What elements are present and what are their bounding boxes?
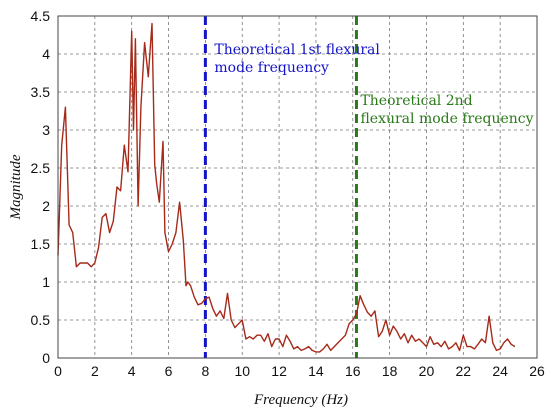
x-tick-label: 18: [382, 363, 398, 379]
x-tick-label: 26: [529, 363, 545, 379]
x-axis-title: Frequency (Hz): [253, 392, 348, 408]
annotation-text-line: Theoretical 2nd: [360, 93, 472, 109]
y-tick-label: 2: [42, 198, 50, 214]
y-tick-label: 1: [42, 274, 50, 290]
x-tick-labels: 0 2 4 6 8 10 12 14 16 18 20 22 24 26: [54, 363, 545, 379]
x-tick-label: 14: [308, 363, 324, 379]
x-tick-label: 2: [91, 363, 99, 379]
plot-frame: [57, 15, 538, 359]
annotation-text-line: Theoretical 1st flexural: [214, 42, 380, 58]
y-tick-label: 0.5: [31, 312, 51, 328]
y-tick-label: 3.5: [31, 84, 51, 100]
annotation-text-line: flexural mode frequency: [360, 111, 533, 127]
y-axis-title: Magnitude: [8, 154, 24, 220]
magnitude-series-line: [57, 22, 516, 353]
y-tick-label: 4: [42, 46, 50, 62]
y-tick-label: 0: [42, 350, 50, 366]
annotation-text-line: mode frequency: [214, 60, 329, 76]
y-tick-label: 1.5: [31, 236, 51, 252]
series-layer: [57, 22, 516, 353]
annotations: Theoretical 1st flexural mode frequency Th…: [214, 42, 533, 127]
y-tick-labels: 0 0.5 1 1.5 2 2.5 3 3.5 4 4.5: [31, 8, 51, 366]
y-tick-label: 2.5: [31, 160, 51, 176]
y-tick-label: 4.5: [31, 8, 51, 24]
x-tick-label: 6: [165, 363, 173, 379]
x-tick-label: 10: [234, 363, 250, 379]
theoretical-mode-lines: [203, 16, 358, 358]
x-tick-label: 22: [456, 363, 472, 379]
x-tick-label: 16: [345, 363, 361, 379]
x-tick-label: 20: [419, 363, 435, 379]
x-tick-label: 4: [128, 363, 136, 379]
x-tick-label: 24: [492, 363, 508, 379]
x-tick-label: 0: [54, 363, 62, 379]
y-tick-label: 3: [42, 122, 50, 138]
x-tick-label: 12: [271, 363, 287, 379]
x-tick-label: 8: [201, 363, 209, 379]
